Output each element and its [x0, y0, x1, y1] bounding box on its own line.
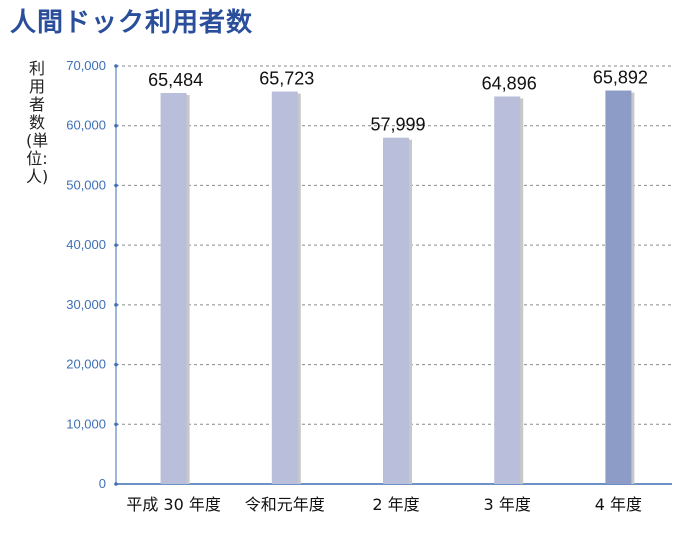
y-tick-label: 60,000	[66, 118, 106, 133]
y-tick-label: 30,000	[66, 297, 106, 312]
bar	[494, 96, 521, 484]
bars-layer	[160, 90, 635, 485]
labels-layer: 0 10,000 20,000 30,000 40,000 50,000 60,000 70,…	[66, 58, 648, 514]
chart-title: 人間ドック利用者数	[10, 8, 254, 38]
x-tick-label: 2 年度	[372, 495, 419, 514]
bar	[160, 92, 187, 484]
y-tick-label: 10,000	[66, 416, 106, 431]
y-tick-label: 70,000	[66, 58, 106, 73]
x-tick-label: 令和元年度	[245, 495, 325, 514]
y-tick-label: 20,000	[66, 357, 106, 372]
y-tick-label: 40,000	[66, 237, 106, 252]
y-tick-label: 0	[99, 476, 106, 491]
bar	[383, 137, 409, 484]
bar	[605, 90, 632, 484]
data-label: 65,892	[593, 68, 648, 88]
data-label: 64,896	[482, 73, 537, 93]
data-label: 65,723	[259, 69, 314, 89]
x-tick-label: 3 年度	[484, 495, 531, 514]
x-tick-label: 平成 30 年度	[126, 495, 221, 514]
data-label: 57,999	[370, 115, 425, 135]
data-label: 65,484	[148, 70, 203, 90]
bar	[271, 91, 298, 485]
y-tick-label: 50,000	[66, 177, 106, 192]
x-tick-label: 4 年度	[595, 495, 642, 514]
y-axis-label: 利用者数(単位:人)	[26, 59, 49, 186]
